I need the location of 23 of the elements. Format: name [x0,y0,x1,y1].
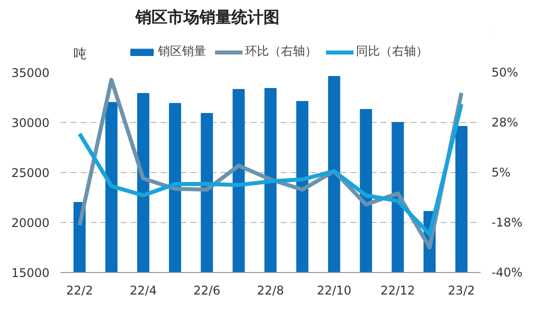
y-tick-label: 15000 [11,266,50,280]
y2-tick-label: -40% [492,266,523,280]
y-tick-label: 20000 [11,216,50,230]
y2-tick-label: 5% [492,166,511,180]
x-tick-label: 22/6 [193,284,220,298]
line-series [78,102,464,236]
y2-tick-label: 50% [492,66,518,80]
y-tick-label: 30000 [11,116,50,130]
y-axis-title: 吨 [74,46,87,62]
x-tick-label: 22/4 [130,284,157,298]
y2-tick-label: -18% [492,216,523,230]
x-tick-label: 23/2 [448,284,475,298]
y-tick-label: 25000 [11,166,50,180]
y-tick-label: 35000 [11,66,50,80]
x-tick-label: 22/10 [316,284,352,298]
x-tick-label: 22/8 [257,284,284,298]
x-tick-label: 22/2 [66,284,94,298]
chart-title: 销区市场销量统计图 [134,8,280,26]
y2-tick-label: 28% [492,116,518,130]
legend-label: 环比（右轴） [245,43,317,60]
legend-label: 销区销量 [158,43,206,60]
legend-label: 同比（右轴） [356,43,428,60]
x-tick-label: 22/12 [380,284,416,298]
